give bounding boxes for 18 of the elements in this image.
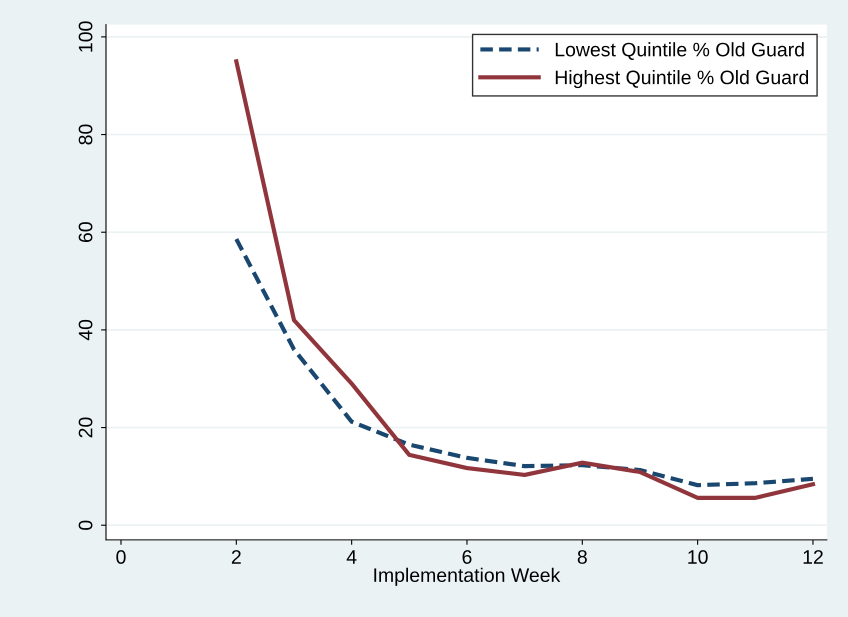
- line-series: [234, 59, 816, 500]
- x-tick-label: 6: [462, 550, 472, 564]
- y-tick-label: 100: [78, 21, 92, 52]
- x-tick-label: 0: [116, 550, 126, 564]
- y-tick-label: 80: [78, 124, 92, 145]
- x-axis-title: Implementation Week: [374, 568, 560, 586]
- y-tick-label: 40: [78, 320, 92, 340]
- y-tick-label: 0: [78, 520, 92, 530]
- x-tick-label: 8: [578, 550, 587, 564]
- legend-label: Highest Quintile % Old Guard: [556, 70, 808, 88]
- x-tick-label: 2: [232, 550, 241, 564]
- y-tick-label: 20: [78, 418, 92, 438]
- line-series: [234, 236, 816, 488]
- x-tick-label: 12: [804, 550, 823, 564]
- x-tick-label: 4: [346, 550, 356, 564]
- y-tick-label: 60: [78, 222, 92, 242]
- legend-label: Lowest Quintile % Old Guard: [556, 42, 804, 60]
- x-tick-label: 10: [688, 550, 708, 564]
